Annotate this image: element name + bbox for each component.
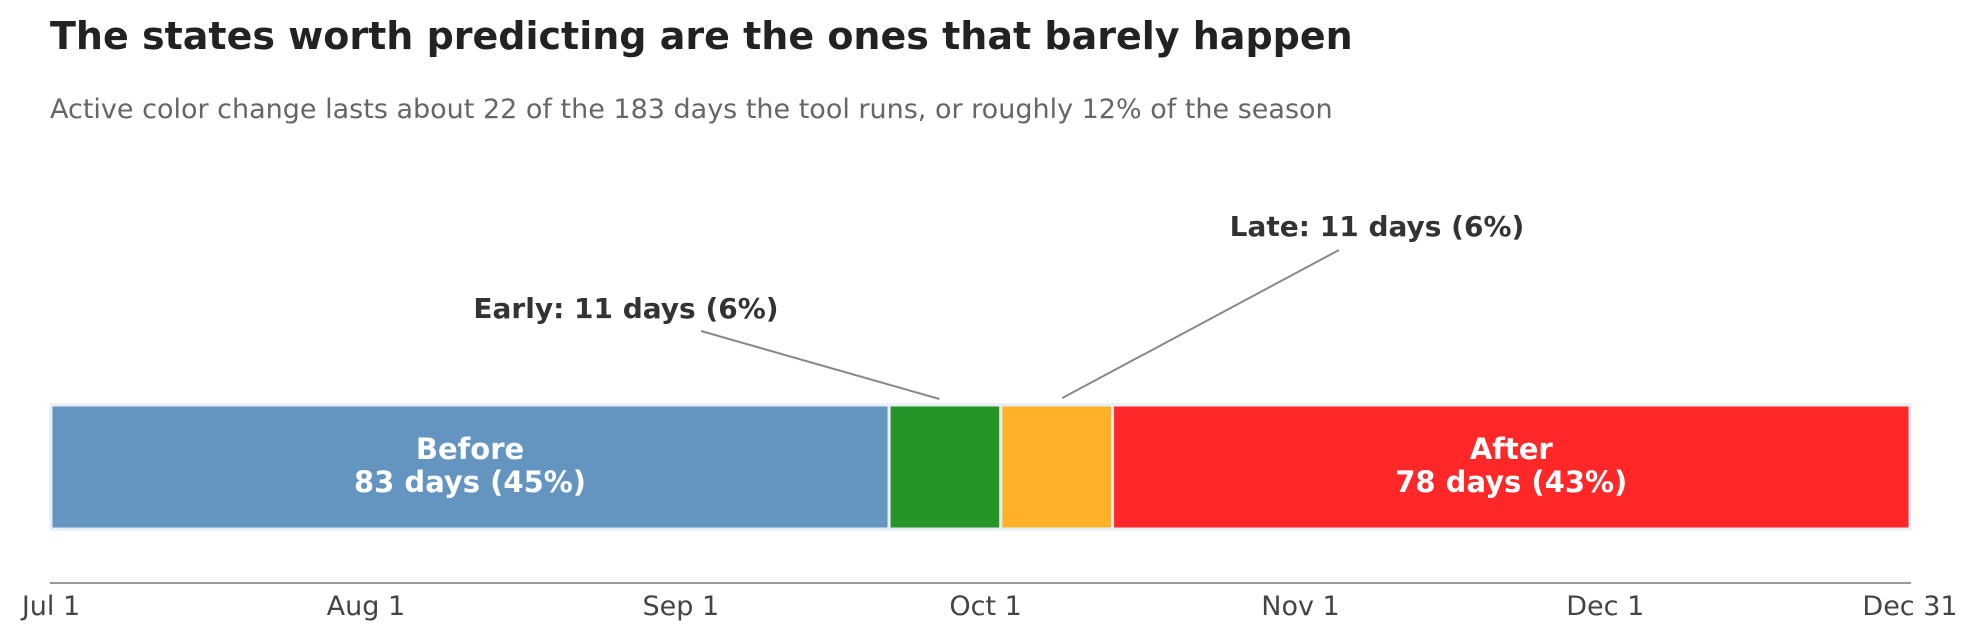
x-axis-ticks: Jul 1 Aug 1 Sep 1 Oct 1 Nov 1 Dec 1 Dec 31 [20, 591, 1958, 622]
callouts-layer: Early: 11 days (6%) Late: 11 days (6%) [473, 210, 1525, 400]
callout-label-early: Early: 11 days (6%) [473, 292, 778, 325]
bar-segment-before [49, 403, 891, 531]
callout-line-early [700, 330, 940, 400]
callout-label-late: Late: 11 days (6%) [1230, 210, 1525, 243]
x-tick-label: Aug 1 [327, 591, 405, 622]
chart-subtitle: Active color change lasts about 22 of th… [50, 94, 1333, 125]
x-tick-label: Nov 1 [1261, 591, 1339, 622]
callout-line-late [1061, 249, 1340, 399]
x-tick-label: Sep 1 [642, 591, 719, 622]
bar-segment-after [1111, 403, 1912, 531]
bar-segment-early [887, 403, 1003, 531]
bar-segment-late [999, 403, 1115, 531]
segment-label-after: After [1470, 432, 1554, 466]
chart-title: The states worth predicting are the ones… [50, 14, 1353, 58]
x-tick-label: Dec 1 [1566, 591, 1644, 622]
segment-sublabel-after: 78 days (43%) [1395, 465, 1627, 499]
x-tick-label: Oct 1 [949, 591, 1021, 622]
x-tick-label: Dec 31 [1862, 591, 1957, 622]
segment-sublabel-before: 83 days (45%) [354, 465, 586, 499]
segment-label-before: Before [416, 432, 524, 466]
x-tick-label: Jul 1 [20, 591, 80, 622]
